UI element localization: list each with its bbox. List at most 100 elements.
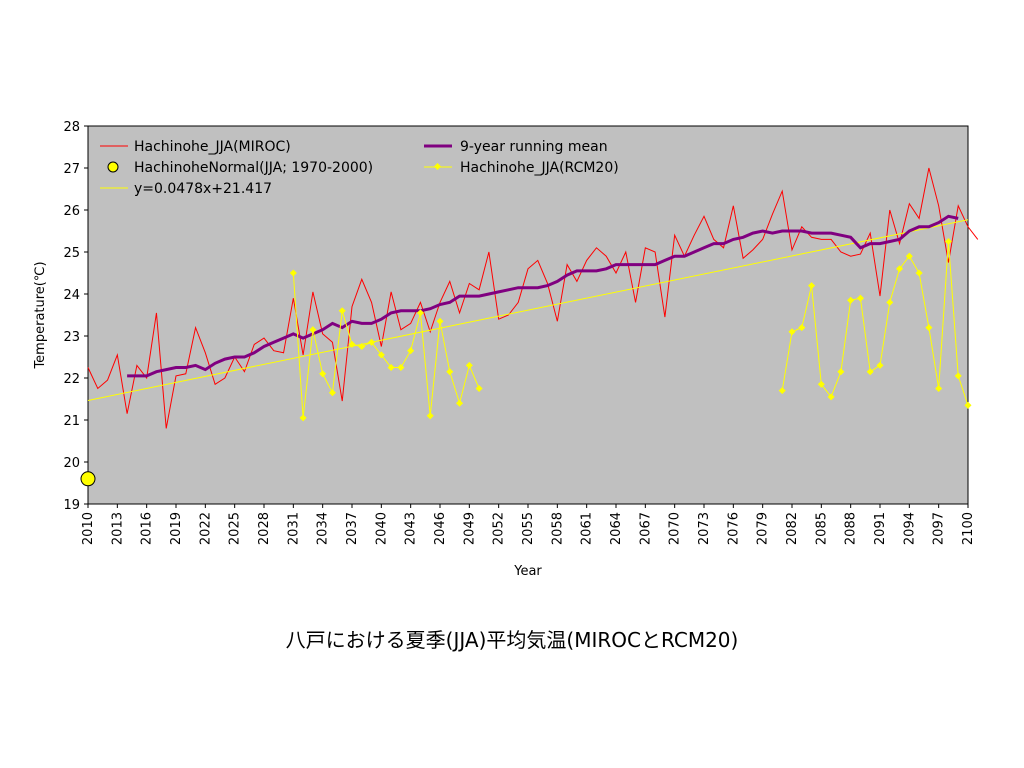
rcm-point [328,389,336,397]
rcm-point [925,324,933,332]
rcm-point [387,363,395,372]
rcm-point [348,340,356,348]
rcm-point [866,368,874,376]
rcm-point [397,363,405,372]
rcm-point [299,414,307,422]
rcm-point [436,317,444,325]
legend-label-running-mean: 9-year running mean [460,139,608,155]
x-tick-label: 2097 [932,512,947,545]
rcm-point [338,307,346,315]
x-tick-label: 2073 [697,512,712,545]
plot-area [87,125,969,505]
x-tick-label: 2052 [492,512,507,545]
rcm-point [426,412,434,420]
x-tick-label: 2022 [198,512,213,545]
rcm-point [377,351,385,359]
x-tick-label: 2076 [726,512,741,545]
rcm-point [358,342,366,351]
rcm-point [817,380,825,388]
x-tick-label: 2043 [404,512,419,545]
rcm-point [416,309,424,317]
legend-label-miroc: Hachinohe_JJA(MIROC) [134,139,291,155]
rcm-point [837,368,845,376]
x-tick-label: 2067 [638,512,653,545]
rcm-point [915,269,923,277]
y-tick-label: 19 [63,498,80,513]
y-tick-label: 25 [63,246,80,261]
x-tick-label: 2010 [81,512,96,545]
series-rcm-line [781,241,969,406]
x-tick-label: 2049 [462,512,477,545]
rcm-point [309,326,317,334]
legend-label-rcm: Hachinohe_JJA(RCM20) [460,160,619,176]
x-tick-label: 2013 [110,512,125,545]
rcm-point [964,401,972,409]
x-axis: 2010 2013 2016 2019 2022 2025 2028 2031 2034 2037… [81,504,976,545]
x-tick-label: 2085 [814,512,829,545]
x-tick-label: 2061 [580,512,595,545]
rcm-point [847,296,855,304]
x-axis-title: Year [513,564,542,579]
rcm-point [289,269,297,277]
x-tick-label: 2079 [756,512,771,545]
legend-label-trend: y=0.0478x+21.417 [134,181,272,197]
y-axis-title: Temperature(℃) [33,261,48,369]
rcm-point [905,252,913,260]
rcm-point [456,399,464,407]
y-axis: 19 20 21 22 23 24 25 26 27 28 [63,120,88,513]
legend-label-normal: HachinoheNormal(JJA; 1970-2000) [134,160,373,176]
x-tick-label: 2019 [169,512,184,545]
chart-caption: 八戸における夏季(JJA)平均気温(MIROCとRCM20) [285,628,739,652]
rcm-point [808,282,816,290]
rcm-point [788,328,796,336]
legend-swatch-rcm-marker [433,162,442,171]
trend-line [87,219,969,401]
y-tick-label: 23 [63,330,80,345]
series-rcm-line [292,272,480,418]
y-tick-label: 20 [63,456,80,471]
rcm-point [876,361,884,369]
rcm-point [368,338,376,346]
x-tick-label: 2070 [668,512,683,545]
legend-swatch-normal [107,161,119,173]
x-tick-label: 2055 [521,512,536,545]
rcm-point [886,298,894,306]
y-tick-label: 24 [63,288,80,303]
rcm-point [407,347,415,355]
x-tick-label: 2046 [433,512,448,545]
rcm-point [954,372,962,380]
rcm-point [896,265,904,273]
x-tick-label: 2100 [961,512,976,545]
rcm-point [856,294,864,302]
rcm-point [827,393,835,401]
rcm-point [778,387,786,395]
y-tick-label: 21 [63,414,80,429]
x-tick-label: 2064 [609,512,624,545]
legend: Hachinohe_JJA(MIROC) HachinoheNormal(JJA… [100,139,619,197]
x-tick-label: 2016 [140,512,155,545]
rcm-point [319,370,327,378]
x-tick-label: 2040 [374,512,389,545]
x-tick-label: 2034 [316,512,331,545]
rcm-point [944,237,952,246]
y-tick-label: 26 [63,204,80,219]
series-running-mean-line [127,214,959,378]
x-tick-label: 2088 [844,512,859,545]
normal-point [80,471,96,487]
x-tick-label: 2037 [345,512,360,545]
series-layer [80,167,979,487]
y-tick-label: 22 [63,372,80,387]
rcm-point [475,384,483,393]
rcm-point [446,368,454,376]
x-tick-label: 2031 [286,512,301,545]
x-tick-label: 2025 [228,512,243,545]
x-tick-label: 2058 [550,512,565,545]
y-tick-label: 27 [63,162,80,177]
rcm-point [935,384,943,393]
x-tick-label: 2082 [785,512,800,545]
series-miroc-line [87,167,979,429]
rcm-point [798,324,806,332]
y-tick-label: 28 [63,120,80,135]
x-tick-label: 2028 [257,512,272,545]
